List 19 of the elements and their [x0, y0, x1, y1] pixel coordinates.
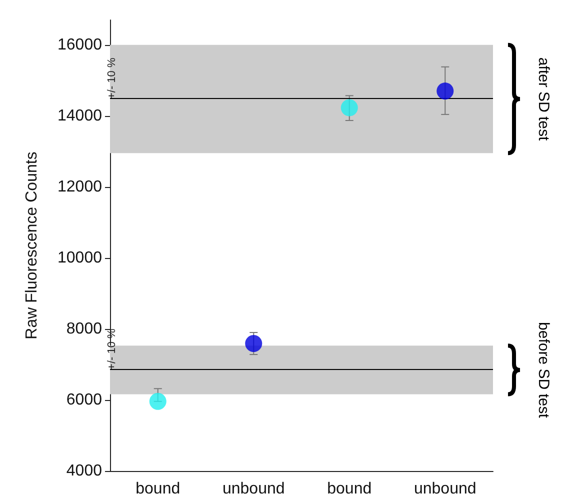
y-tick-label: 14000 [58, 107, 102, 124]
point [340, 99, 358, 116]
x-tick-label: bound [327, 480, 372, 498]
y-tick-label: 16000 [58, 36, 102, 54]
point [149, 392, 166, 410]
x-tick-label: unbound [222, 480, 285, 498]
y-axis-title: Raw Fluorescence Counts [24, 152, 40, 340]
text: before SD test [535, 322, 552, 419]
y-tick-label: 6000 [66, 391, 102, 408]
text: after SD test [535, 57, 552, 142]
band-label: +/- 10 % [106, 58, 118, 100]
point [245, 335, 262, 352]
y-tick-label: 8000 [66, 320, 102, 338]
x-tick-label: unbound [414, 480, 476, 498]
y-tick-label: 12000 [58, 178, 102, 196]
x-tick-label: bound [136, 480, 180, 498]
point [436, 82, 454, 100]
y-tick-label: 10000 [58, 249, 102, 266]
y-tick-label: 4000 [66, 462, 102, 480]
